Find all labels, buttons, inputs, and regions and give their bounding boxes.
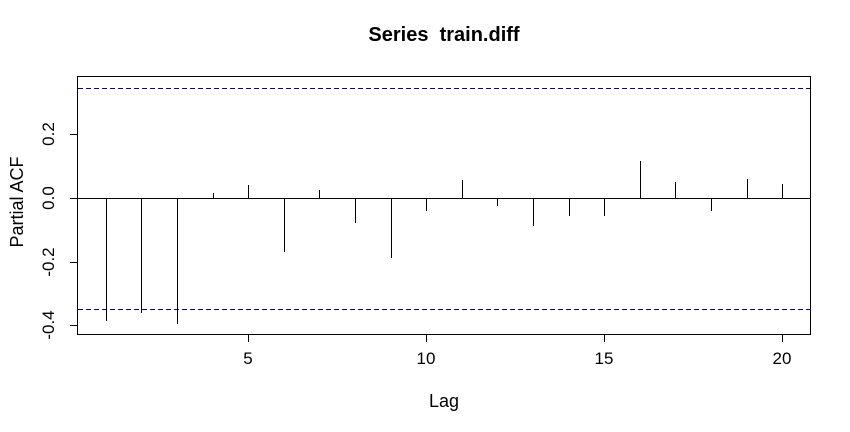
- pacf-bar-lag-9: [391, 198, 392, 258]
- plot-area: [77, 76, 811, 335]
- x-tick-label: 5: [243, 349, 253, 368]
- y-tick-label: -0.2: [39, 247, 58, 277]
- y-tick: [70, 262, 78, 263]
- pacf-bar-lag-11: [462, 180, 463, 198]
- confidence-band-line: [78, 88, 810, 89]
- x-tick: [604, 334, 605, 342]
- y-tick: [70, 134, 78, 135]
- pacf-bar-lag-15: [604, 198, 605, 216]
- pacf-bar-lag-17: [675, 182, 676, 198]
- x-tick-label: 10: [416, 349, 436, 368]
- pacf-bar-lag-6: [284, 198, 285, 252]
- y-tick-label: 0.0: [39, 186, 58, 210]
- x-tick: [782, 334, 783, 342]
- pacf-bar-lag-13: [533, 198, 534, 226]
- x-axis-label: Lag: [428, 391, 460, 411]
- x-tick: [426, 334, 427, 342]
- zero-line: [78, 198, 810, 199]
- plot-inner-layer: [78, 77, 810, 334]
- y-axis-label: Partial ACF: [7, 156, 27, 248]
- chart-title: Series train.diff: [368, 24, 520, 46]
- pacf-bar-lag-14: [569, 198, 570, 216]
- y-tick-label: -0.4: [39, 310, 58, 340]
- pacf-bar-lag-16: [640, 161, 641, 198]
- pacf-bar-lag-18: [711, 198, 712, 211]
- pacf-bar-lag-7: [319, 190, 320, 198]
- pacf-bar-lag-19: [747, 179, 748, 198]
- confidence-band-line: [78, 309, 810, 310]
- y-tick-label: 0.2: [39, 122, 58, 146]
- pacf-bar-lag-5: [248, 185, 249, 198]
- y-tick: [70, 325, 78, 326]
- pacf-bar-lag-20: [782, 184, 783, 198]
- pacf-bar-lag-10: [426, 198, 427, 211]
- pacf-bar-lag-4: [213, 193, 214, 198]
- x-tick: [248, 334, 249, 342]
- pacf-bar-lag-1: [106, 198, 107, 321]
- y-tick: [70, 198, 78, 199]
- x-tick-label: 20: [772, 349, 792, 368]
- pacf-bar-lag-3: [177, 198, 178, 324]
- x-tick-label: 15: [594, 349, 614, 368]
- pacf-bar-lag-2: [141, 198, 142, 313]
- pacf-bar-lag-12: [497, 198, 498, 206]
- pacf-bar-lag-8: [355, 198, 356, 223]
